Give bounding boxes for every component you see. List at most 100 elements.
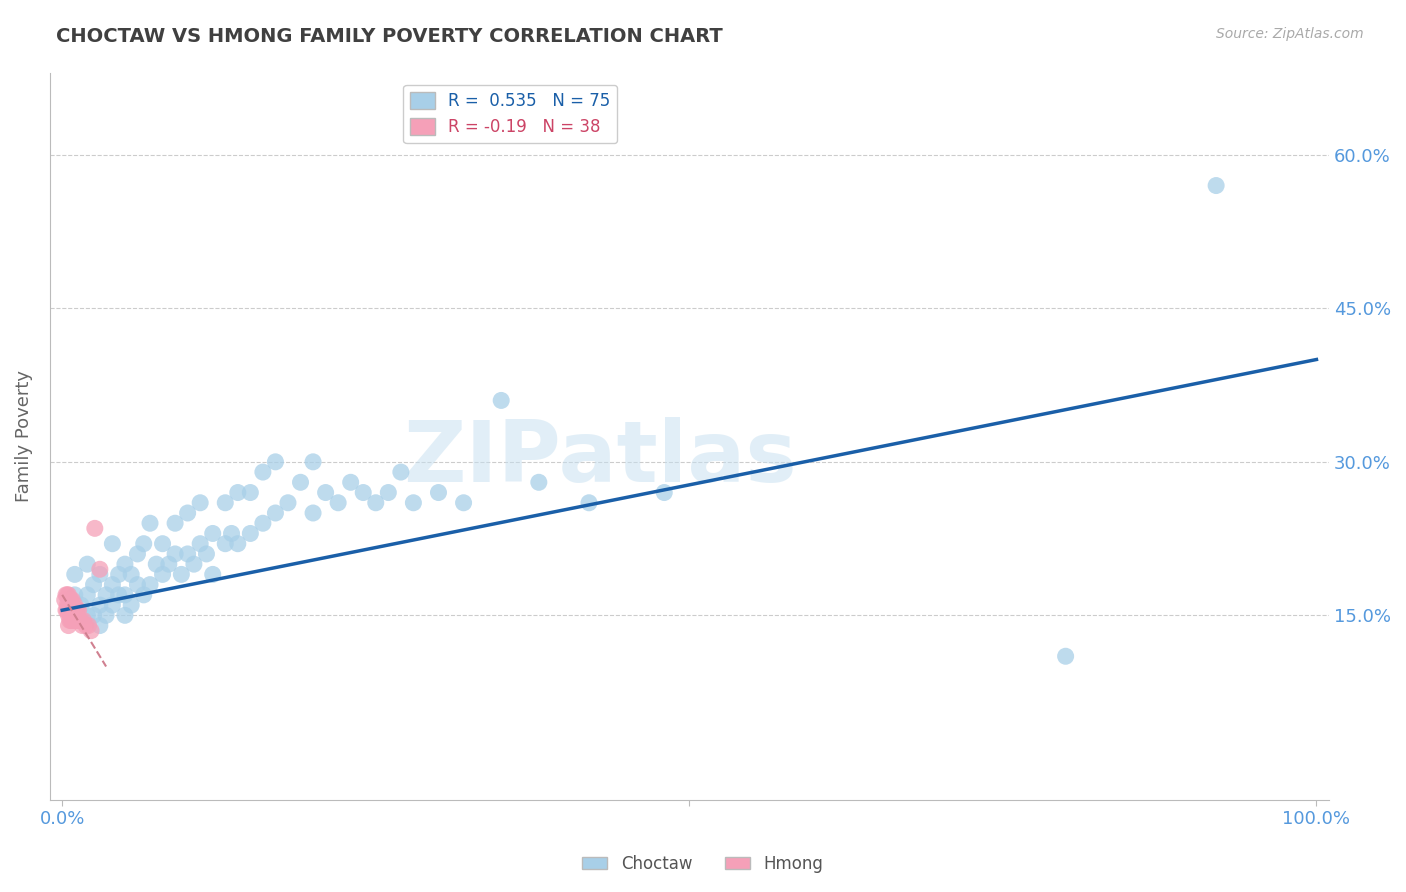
Point <box>489 393 512 408</box>
Point <box>53 593 76 607</box>
Point <box>120 567 142 582</box>
Point <box>55 588 77 602</box>
Point <box>127 577 149 591</box>
Point <box>377 485 399 500</box>
Point <box>77 618 100 632</box>
Point <box>59 614 82 628</box>
Point <box>290 475 312 490</box>
Point <box>80 624 103 638</box>
Point <box>302 506 325 520</box>
Point <box>101 577 124 591</box>
Point <box>89 618 111 632</box>
Point <box>239 526 262 541</box>
Point <box>152 537 174 551</box>
Point <box>60 614 83 628</box>
Point <box>83 608 105 623</box>
Point <box>89 562 111 576</box>
Legend: Choctaw, Hmong: Choctaw, Hmong <box>575 848 831 880</box>
Point <box>56 603 79 617</box>
Point <box>277 496 299 510</box>
Point <box>76 608 98 623</box>
Point <box>527 475 550 490</box>
Point <box>170 567 193 582</box>
Point <box>188 496 211 510</box>
Point <box>132 537 155 551</box>
Point <box>67 614 90 628</box>
Point <box>59 603 82 617</box>
Point <box>58 608 80 623</box>
Point <box>139 516 162 531</box>
Point <box>1205 178 1227 193</box>
Point <box>339 475 361 490</box>
Point <box>252 465 274 479</box>
Point <box>72 614 94 628</box>
Point <box>226 485 249 500</box>
Point <box>63 567 86 582</box>
Point <box>66 603 89 617</box>
Text: Source: ZipAtlas.com: Source: ZipAtlas.com <box>1216 27 1364 41</box>
Point <box>60 603 83 617</box>
Point <box>83 577 105 591</box>
Point <box>59 593 82 607</box>
Point <box>107 588 129 602</box>
Point <box>56 598 79 612</box>
Text: ZIPatlas: ZIPatlas <box>404 417 797 500</box>
Point <box>165 547 187 561</box>
Point <box>55 603 77 617</box>
Point <box>302 455 325 469</box>
Point <box>58 618 80 632</box>
Legend: R =  0.535   N = 75, R = -0.19   N = 38: R = 0.535 N = 75, R = -0.19 N = 38 <box>404 85 617 143</box>
Point <box>59 593 82 607</box>
Point <box>364 496 387 510</box>
Point <box>139 577 162 591</box>
Point <box>183 557 205 571</box>
Point <box>62 614 84 628</box>
Point <box>63 598 86 612</box>
Point <box>65 603 87 617</box>
Point <box>152 567 174 582</box>
Point <box>652 485 675 500</box>
Point <box>58 598 80 612</box>
Point <box>389 465 412 479</box>
Point <box>176 506 198 520</box>
Point <box>145 557 167 571</box>
Point <box>226 537 249 551</box>
Point <box>101 537 124 551</box>
Point <box>402 496 425 510</box>
Point <box>201 567 224 582</box>
Point <box>214 496 236 510</box>
Point <box>264 455 287 469</box>
Point <box>252 516 274 531</box>
Point <box>62 603 84 617</box>
Point <box>176 547 198 561</box>
Point <box>165 516 187 531</box>
Point <box>59 614 82 628</box>
Point <box>69 614 91 628</box>
Point <box>114 608 136 623</box>
Point <box>221 526 243 541</box>
Point <box>107 567 129 582</box>
Point <box>427 485 450 500</box>
Point <box>75 618 97 632</box>
Point <box>127 547 149 561</box>
Point <box>66 614 89 628</box>
Point <box>94 608 117 623</box>
Point <box>214 537 236 551</box>
Point <box>65 614 87 628</box>
Point <box>239 485 262 500</box>
Point <box>201 526 224 541</box>
Point <box>70 598 93 612</box>
Point <box>188 537 211 551</box>
Point <box>63 588 86 602</box>
Point <box>76 557 98 571</box>
Point <box>89 598 111 612</box>
Point <box>94 588 117 602</box>
Point <box>67 603 90 617</box>
Point <box>352 485 374 500</box>
Point <box>89 567 111 582</box>
Point <box>453 496 475 510</box>
Text: CHOCTAW VS HMONG FAMILY POVERTY CORRELATION CHART: CHOCTAW VS HMONG FAMILY POVERTY CORRELAT… <box>56 27 723 45</box>
Point <box>114 557 136 571</box>
Point <box>195 547 218 561</box>
Point <box>1054 649 1077 664</box>
